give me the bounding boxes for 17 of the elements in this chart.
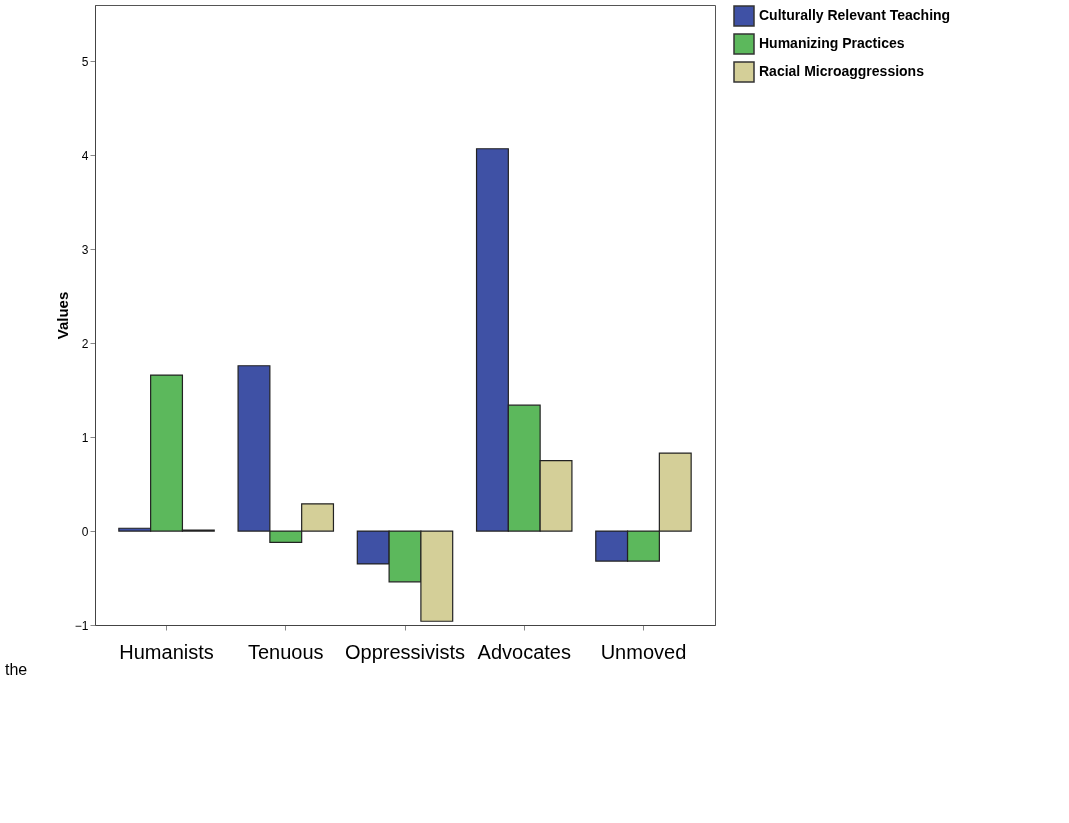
legend-label: Culturally Relevant Teaching (759, 7, 951, 23)
y-tick-label: 1 (81, 430, 89, 445)
x-tick-label: Tenuous (247, 640, 324, 663)
y-tick-label: 0 (81, 524, 89, 539)
y-tick-label: 5 (81, 54, 89, 69)
x-tick-label: Unmoved (600, 640, 687, 663)
legend-label: Humanizing Practices (759, 35, 905, 51)
y-tick-label: 2 (81, 336, 89, 351)
y-tick-label: 3 (81, 242, 89, 257)
y-tick-label: −1 (74, 618, 89, 633)
x-tick-label: Humanists (119, 640, 214, 663)
y-axis-title: Values (53, 291, 71, 340)
y-tick-label: 4 (81, 148, 89, 163)
legend-label: Racial Microaggressions (759, 63, 925, 79)
x-tick-label: Advocates (477, 640, 571, 663)
text: the (5, 661, 28, 678)
x-tick-label: Oppressivists (344, 640, 466, 663)
